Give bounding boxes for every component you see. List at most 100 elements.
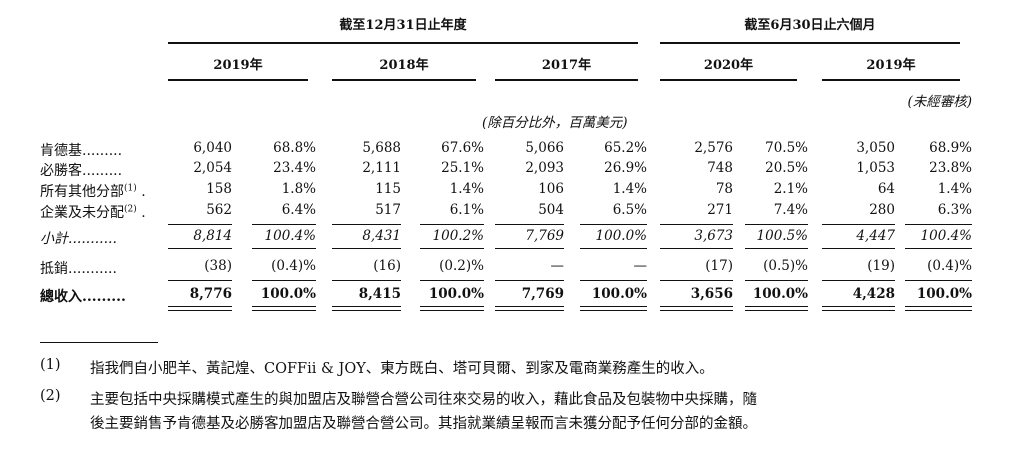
row-label: 抵銷...........: [40, 258, 117, 278]
total-double-rule-1: [495, 306, 564, 307]
leader-dots: .: [136, 205, 146, 221]
cell-2020-amount: 271: [707, 202, 733, 218]
elimination-bottom-rule: [745, 280, 808, 281]
cell-2017-pct: 6.5%: [612, 202, 647, 218]
subtotal-bottom-rule: [822, 248, 895, 249]
total-double-rule-2: [660, 310, 733, 311]
row-label-text: 肯德基.........: [40, 143, 123, 159]
subtotal-top-rule: [495, 224, 564, 225]
elimination-bottom-rule: [495, 280, 564, 281]
cell-2019h1-pct: 100.0%: [916, 286, 972, 302]
cell-2018-pct: 100.0%: [428, 286, 484, 302]
elimination-bottom-rule: [580, 280, 647, 281]
cell-2019h1-amount: 4,428: [852, 286, 895, 302]
cell-2020-pct: 70.5%: [765, 140, 808, 156]
cell-2018-pct: 67.6%: [441, 140, 484, 156]
cell-2020-pct: 100.0%: [752, 286, 808, 302]
cell-2018-pct: (0.2)%: [439, 258, 484, 274]
subtotal-bottom-rule: [332, 248, 401, 249]
total-double-rule-1: [332, 306, 401, 307]
subtotal-top-rule: [580, 224, 647, 225]
total-double-rule-2: [905, 310, 972, 311]
cell-2020-pct: 20.5%: [765, 160, 808, 176]
cell-2018-amount: 115: [375, 181, 401, 197]
subtotal-top-rule: [332, 224, 401, 225]
cell-2020-amount: 3,656: [690, 286, 733, 302]
cell-2017-amount: 7,769: [525, 228, 564, 244]
cell-2017-pct: 65.2%: [604, 140, 647, 156]
footnote-2-marker: (2): [40, 388, 61, 404]
year-end-group-header: 截至12月31日止年度: [339, 18, 467, 33]
cell-2018-amount: 5,688: [362, 140, 401, 156]
cell-2019h1-amount: 280: [869, 202, 895, 218]
cell-2019-pct: 68.8%: [273, 140, 316, 156]
cell-2019-pct: 6.4%: [281, 202, 316, 218]
subtotal-bottom-rule: [745, 248, 808, 249]
total-double-rule-1: [905, 306, 972, 307]
year-rule-2018: [332, 79, 476, 81]
footnote-1-text: 指我們自小肥羊、黃記煌、COFFii & JOY、東方既白、塔可貝爾、到家及電商…: [90, 361, 714, 377]
total-double-rule-1: [168, 306, 232, 307]
cell-2017-amount: 106: [538, 181, 564, 197]
footnote-ref: (1): [124, 183, 137, 194]
subtotal-bottom-rule: [168, 248, 232, 249]
total-double-rule-1: [745, 306, 808, 307]
cell-2019-pct: 23.4%: [273, 160, 316, 176]
subtotal-top-rule: [660, 224, 733, 225]
elimination-bottom-rule: [252, 280, 316, 281]
subtotal-top-rule: [168, 224, 232, 225]
total-double-rule-2: [822, 310, 895, 311]
cell-2020-amount: 78: [715, 181, 733, 197]
year-rule-2020: [660, 79, 797, 81]
cell-2019h1-amount: 64: [877, 181, 895, 197]
footnote-2-text-line2: 後主要銷售予肯德基及必勝客加盟店及聯營合營公司。其指就業績呈報而言未獲分配予任何…: [90, 416, 757, 432]
footnote-ref: (2): [124, 204, 137, 215]
cell-2020-pct: 2.1%: [773, 181, 808, 197]
cell-2018-pct: 6.1%: [449, 202, 484, 218]
cell-2018-amount: (16): [373, 258, 401, 274]
cell-2019h1-amount: 1,053: [856, 160, 895, 176]
row-label-text: 小計...........: [40, 231, 117, 247]
total-double-rule-2: [420, 310, 484, 311]
total-double-rule-2: [495, 310, 564, 311]
six-month-group-rule: [660, 42, 960, 44]
cell-2019h1-pct: 1.4%: [937, 181, 972, 197]
year-rule-2017: [495, 79, 638, 81]
year-header-2019-h1: 2019年: [866, 58, 916, 73]
cell-2019-amount: 2,054: [193, 160, 232, 176]
subtotal-bottom-rule: [420, 248, 484, 249]
cell-2019h1-amount: 3,050: [856, 140, 895, 156]
subtotal-top-rule: [745, 224, 808, 225]
row-label-text: 企業及未分配: [40, 205, 124, 221]
cell-2017-pct: 100.0%: [595, 228, 647, 244]
row-label-text: 所有其他分部: [40, 184, 124, 200]
year-end-group-rule: [168, 42, 638, 44]
subtotal-top-rule: [420, 224, 484, 225]
cell-2019-pct: 100.0%: [260, 286, 316, 302]
row-label-text: 總收入.........: [40, 289, 126, 305]
subtotal-top-rule: [252, 224, 316, 225]
cell-2017-amount: 5,066: [525, 140, 564, 156]
total-double-rule-1: [252, 306, 316, 307]
cell-2019-amount: 562: [206, 202, 232, 218]
subtotal-top-rule: [822, 224, 895, 225]
cell-2019h1-pct: 100.4%: [920, 228, 972, 244]
total-double-rule-2: [332, 310, 401, 311]
subtotal-bottom-rule: [660, 248, 733, 249]
cell-2019h1-pct: 6.3%: [937, 202, 972, 218]
cell-2019h1-pct: 23.8%: [929, 160, 972, 176]
total-double-rule-2: [168, 310, 232, 311]
cell-2017-pct: 26.9%: [604, 160, 647, 176]
total-double-rule-1: [580, 306, 647, 307]
subtotal-bottom-rule: [495, 248, 564, 249]
cell-2018-amount: 8,431: [362, 228, 401, 244]
cell-2018-pct: 25.1%: [441, 160, 484, 176]
cell-2018-amount: 2,111: [362, 160, 401, 176]
row-label: 肯德基.........: [40, 140, 122, 160]
cell-2019-pct: 1.8%: [281, 181, 316, 197]
unit-note: (除百分比外，百萬美元): [482, 115, 628, 131]
cell-2019-amount: 6,040: [193, 140, 232, 156]
cell-2019-pct: 100.4%: [264, 228, 316, 244]
total-double-rule-1: [822, 306, 895, 307]
cell-2018-pct: 1.4%: [449, 181, 484, 197]
